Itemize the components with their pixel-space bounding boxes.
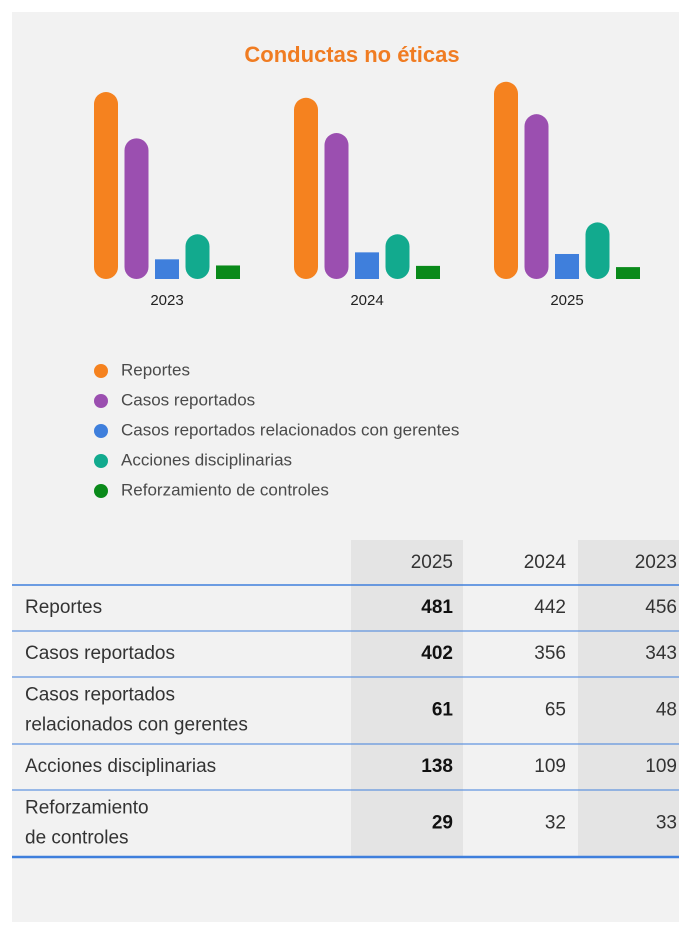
legend-label: Reportes [121,360,190,379]
legend-label: Casos reportados relacionados con gerent… [121,420,459,439]
cell-value: 356 [534,643,566,664]
row-label: Acciones disciplinarias [25,756,216,777]
cell-value: 48 [656,700,677,721]
column-header: 2023 [635,552,677,573]
x-tick-label: 2024 [350,292,383,309]
legend-label: Reforzamiento de controles [121,480,329,499]
cell-value: 61 [432,700,454,721]
cell-value: 343 [645,643,677,664]
cell-value: 109 [534,756,566,777]
row-label: Casos reportados [25,643,175,664]
x-tick-label: 2023 [150,292,183,309]
row-label: Casos reportados [25,685,175,706]
bar [416,265,440,279]
legend-dot [94,454,108,468]
column-header: 2025 [411,552,453,573]
legend-dot [94,424,108,438]
row-label: relacionados con gerentes [25,715,248,736]
row-label: Reforzamiento [25,798,149,819]
cell-value: 29 [432,813,453,834]
row-label: de controles [25,828,129,849]
bar [124,138,149,279]
legend-label: Acciones disciplinarias [121,450,292,469]
x-tick-label: 2025 [550,292,583,309]
cell-value: 138 [421,756,453,777]
column-header: 2024 [524,552,567,573]
bar [616,267,640,279]
cell-value: 32 [545,813,566,834]
cell-value: 456 [645,597,677,618]
chart-title: Conductas no éticas [244,42,459,67]
legend-dot [94,484,108,498]
legend-dot [94,364,108,378]
bar [585,222,610,279]
bar [94,92,118,279]
bar [385,234,410,279]
cell-value: 33 [656,813,677,834]
row-label: Reportes [25,597,102,618]
bar [185,234,210,279]
cell-value: 442 [534,597,566,618]
cell-value: 109 [645,756,677,777]
bar [324,133,349,279]
cell-value: 65 [545,700,566,721]
column-shade [351,540,463,857]
bar [294,97,318,279]
bar [355,252,379,279]
bar [494,81,518,279]
bar [555,253,579,279]
cell-value: 402 [421,643,453,664]
legend-label: Casos reportados [121,390,255,409]
column-shade [578,540,679,857]
bar [216,265,240,279]
bar [524,114,549,280]
bar [155,259,179,279]
legend-dot [94,394,108,408]
cell-value: 481 [421,597,453,618]
